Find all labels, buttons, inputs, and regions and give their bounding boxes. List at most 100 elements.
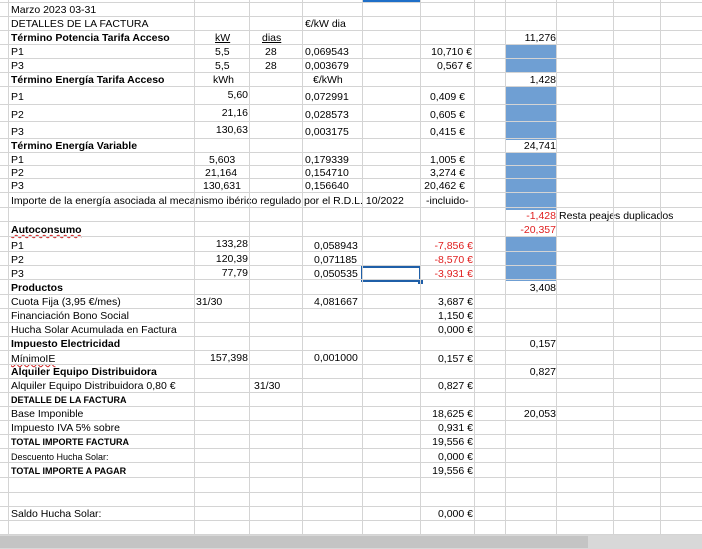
horizontal-scrollbar-thumb[interactable] [0,536,588,548]
column-gridline [556,0,557,535]
potencia-title: Término Potencia Tarifa Acceso [11,32,170,44]
impuesto-total: 0,157 [529,338,556,350]
impuesto-minimo-amount: 0,157 € [437,353,473,365]
impuesto-minimo-name: MínimoIE [11,353,56,365]
row-gridline [0,520,702,521]
resta-value2: -20,357 [520,224,556,236]
productos-bono-name: Financiación Bono Social [11,310,129,322]
autoconsumo-p1-name: P1 [11,240,24,252]
iva-value: 0,931 € [437,422,473,434]
energia-variable-p3-amount: 20,462 € [424,180,465,192]
row-gridline [0,364,702,365]
row-gridline [0,138,702,139]
row-gridline [0,104,702,105]
autoconsumo-p3-amount: -3,931 € [434,268,473,280]
row-gridline [0,350,702,351]
base-label: Base Imponible [11,408,84,420]
row-gridline [0,221,702,222]
fill-energia-acceso [506,86,556,140]
saldo-label: Saldo Hucha Solar: [11,508,102,520]
row-gridline [0,165,702,166]
energia-variable-p3-kwh: 130,631 [203,180,241,192]
row-gridline [0,378,702,379]
title-date: Marzo 2023 03-31 [11,4,97,16]
productos-hucha-name: Hucha Solar Acumulada en Factura [11,324,177,336]
autoconsumo-title: Autoconsumo [11,224,82,236]
potencia-p3-kw: 5,5 [215,60,230,72]
alquiler-total: 0,827 [529,366,556,378]
energia-acceso-p3-price: 0,003175 [305,126,349,138]
autoconsumo-p1-kwh: 133,28 [215,238,248,250]
row-gridline [0,279,702,280]
alquiler-row-amount: 0,827 € [437,380,473,392]
total-pagar-label: TOTAL IMPORTE A PAGAR [11,466,127,476]
header-label: DETALLES DE LA FACTURA [11,18,149,30]
energia-acceso-p2-amount: 0,605 € [429,109,465,121]
column-gridline [302,0,303,535]
potencia-p3-amount: 0,567 € [436,60,472,72]
energia-acceso-p1-name: P1 [11,91,24,103]
base-value: 18,625 € [432,408,473,420]
row-gridline [0,336,702,337]
energia-variable-p2-kwh: 21,164 [205,167,238,179]
row-gridline [0,121,702,122]
autoconsumo-p2-price: 0,071185 [314,254,358,266]
energia-variable-p2-price: 0,154710 [305,167,349,179]
energia-variable-p2-amount: 3,274 € [429,167,465,179]
alquiler-row-name: Alquiler Equipo Distribuidora 0,80 € [11,380,176,392]
alquiler-title: Alquiler Equipo Distribuidora [11,366,157,378]
energia-acceso-total: 1,428 [529,74,556,86]
resta-label: Resta peajes duplicados [559,210,674,222]
productos-title: Productos [11,282,63,294]
energia-acceso-p1-price: 0,072991 [305,91,349,103]
row-gridline [0,30,702,31]
row-gridline [0,392,702,393]
energia-variable-title: Término Energía Variable [11,140,138,152]
row-gridline [0,462,702,463]
row-gridline [0,251,702,252]
saldo-value: 0,000 € [437,508,473,520]
importe-note-tail: -incluido- [426,195,469,207]
energia-acceso-title: Término Energía Tarifa Acceso [11,74,165,86]
total-pagar-value: 19,556 € [432,465,473,477]
row-gridline [0,406,702,407]
column-gridline [613,0,614,535]
row-gridline [0,86,702,87]
autoconsumo-p1-price: 0,058943 [314,240,358,252]
autoconsumo-p3-kwh: 77,79 [221,267,248,279]
row-gridline [0,207,702,208]
energia-acceso-p1-amount: 0,409 € [429,91,465,103]
energia-acceso-p3-kwh: 130,63 [215,124,248,136]
energia-acceso-p3-amount: 0,415 € [429,126,465,138]
productos-total: 3,408 [529,282,556,294]
energia-variable-p1-price: 0,179339 [305,154,349,166]
row-gridline [0,434,702,435]
row-gridline [0,265,702,266]
potencia-p1-dias: 28 [265,46,277,58]
row-gridline [0,294,702,295]
column-gridline [660,0,661,535]
fill-energia-variable [506,152,556,210]
potencia-p1-price: 0,069543 [305,46,349,58]
fill-autoconsumo [506,237,556,281]
potencia-p1-amount: 10,710 € [431,46,472,58]
autoconsumo-p2-kwh: 120,39 [215,253,248,265]
energia-acceso-p2-price: 0,028573 [305,109,349,121]
energia-acceso-col-price: €/kWh [313,74,343,86]
productos-bono-amount: 1,150 € [437,310,473,322]
potencia-col-kw: kW [215,32,231,44]
productos-hucha-amount: 0,000 € [437,324,473,336]
autoconsumo-p2-amount: -8,570 € [434,254,473,266]
autoconsumo-p3-price: 0,050535 [314,268,358,280]
energia-acceso-p1-kwh: 5,60 [227,89,248,101]
row-gridline [0,236,702,237]
potencia-p1-name: P1 [11,46,24,58]
energia-variable-total: 24,741 [523,140,556,152]
potencia-p3-name: P3 [11,60,24,72]
row-gridline [0,448,702,449]
energia-variable-p3-name: P3 [11,180,24,192]
energia-variable-p1-amount: 1,005 € [429,154,465,166]
impuesto-minimo-qty: 157,398 [210,352,248,364]
energia-acceso-p2-kwh: 21,16 [221,107,248,119]
